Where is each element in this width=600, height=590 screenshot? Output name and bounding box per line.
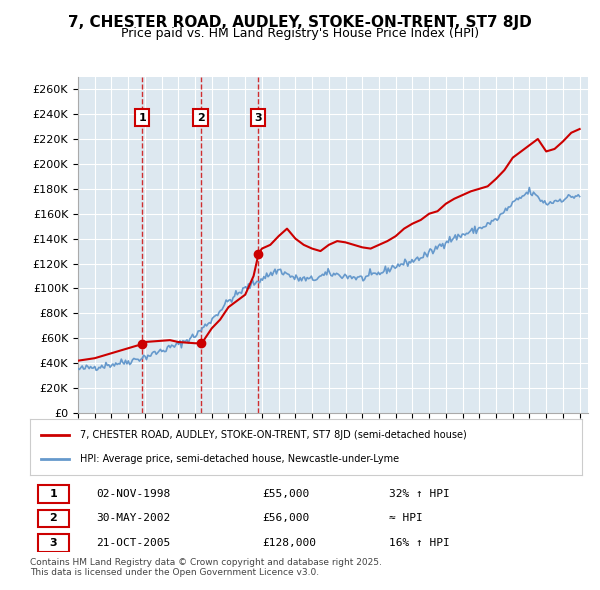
Text: 7, CHESTER ROAD, AUDLEY, STOKE-ON-TRENT, ST7 8JD: 7, CHESTER ROAD, AUDLEY, STOKE-ON-TRENT,… bbox=[68, 15, 532, 30]
Text: 1: 1 bbox=[49, 489, 57, 499]
Text: 21-OCT-2005: 21-OCT-2005 bbox=[96, 538, 170, 548]
FancyBboxPatch shape bbox=[38, 510, 68, 527]
Text: 2: 2 bbox=[49, 513, 57, 523]
Text: 02-NOV-1998: 02-NOV-1998 bbox=[96, 489, 170, 499]
FancyBboxPatch shape bbox=[38, 534, 68, 552]
FancyBboxPatch shape bbox=[38, 485, 68, 503]
Text: £128,000: £128,000 bbox=[262, 538, 316, 548]
Text: 7, CHESTER ROAD, AUDLEY, STOKE-ON-TRENT, ST7 8JD (semi-detached house): 7, CHESTER ROAD, AUDLEY, STOKE-ON-TRENT,… bbox=[80, 430, 466, 440]
Text: 1: 1 bbox=[138, 113, 146, 123]
Text: Contains HM Land Registry data © Crown copyright and database right 2025.
This d: Contains HM Land Registry data © Crown c… bbox=[30, 558, 382, 577]
Text: ≈ HPI: ≈ HPI bbox=[389, 513, 422, 523]
Text: 3: 3 bbox=[254, 113, 262, 123]
Text: 3: 3 bbox=[49, 538, 57, 548]
Text: 2: 2 bbox=[197, 113, 205, 123]
Text: 30-MAY-2002: 30-MAY-2002 bbox=[96, 513, 170, 523]
Text: HPI: Average price, semi-detached house, Newcastle-under-Lyme: HPI: Average price, semi-detached house,… bbox=[80, 454, 399, 464]
Text: 32% ↑ HPI: 32% ↑ HPI bbox=[389, 489, 449, 499]
Text: £55,000: £55,000 bbox=[262, 489, 309, 499]
Text: £56,000: £56,000 bbox=[262, 513, 309, 523]
Text: 16% ↑ HPI: 16% ↑ HPI bbox=[389, 538, 449, 548]
Text: Price paid vs. HM Land Registry's House Price Index (HPI): Price paid vs. HM Land Registry's House … bbox=[121, 27, 479, 40]
